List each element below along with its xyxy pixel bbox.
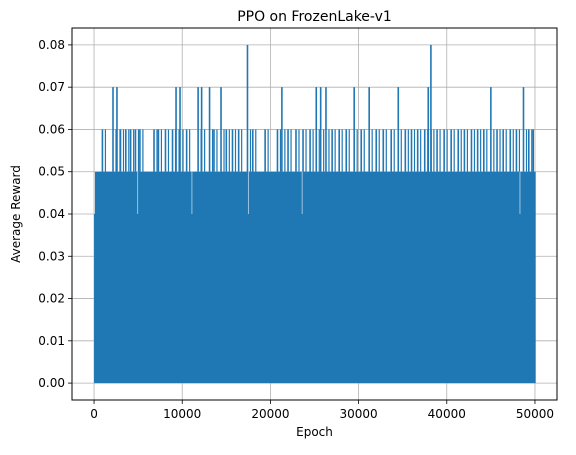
ticks-layer: 0 10000 20000 30000 40000 50000 0.00 0.01 0.02 0.… — [38, 38, 554, 421]
y-tick-label: 0.05 — [38, 165, 65, 179]
y-tick-label: 0.06 — [38, 122, 65, 136]
x-tick-label: 20000 — [251, 407, 289, 421]
x-tick-label: 30000 — [339, 407, 377, 421]
x-tick-label: 10000 — [163, 407, 201, 421]
x-tick-label: 0 — [90, 407, 98, 421]
y-tick-label: 0.08 — [38, 38, 65, 52]
y-tick-label: 0.07 — [38, 80, 65, 94]
series-layer — [94, 44, 536, 384]
chart-title: PPO on FrozenLake-v1 — [237, 9, 392, 25]
y-tick-label: 0.01 — [38, 334, 65, 348]
x-axis-label: Epoch — [296, 425, 333, 439]
y-axis-label: Average Reward — [9, 165, 23, 263]
y-tick-label: 0.02 — [38, 292, 65, 306]
x-tick-label: 40000 — [428, 407, 466, 421]
x-tick-label: 50000 — [516, 407, 554, 421]
series-early-band — [94, 214, 96, 384]
y-tick-label: 0.03 — [38, 249, 65, 263]
y-tick-label: 0.00 — [38, 376, 65, 390]
series-main-band — [94, 171, 535, 384]
y-tick-label: 0.04 — [38, 207, 65, 221]
